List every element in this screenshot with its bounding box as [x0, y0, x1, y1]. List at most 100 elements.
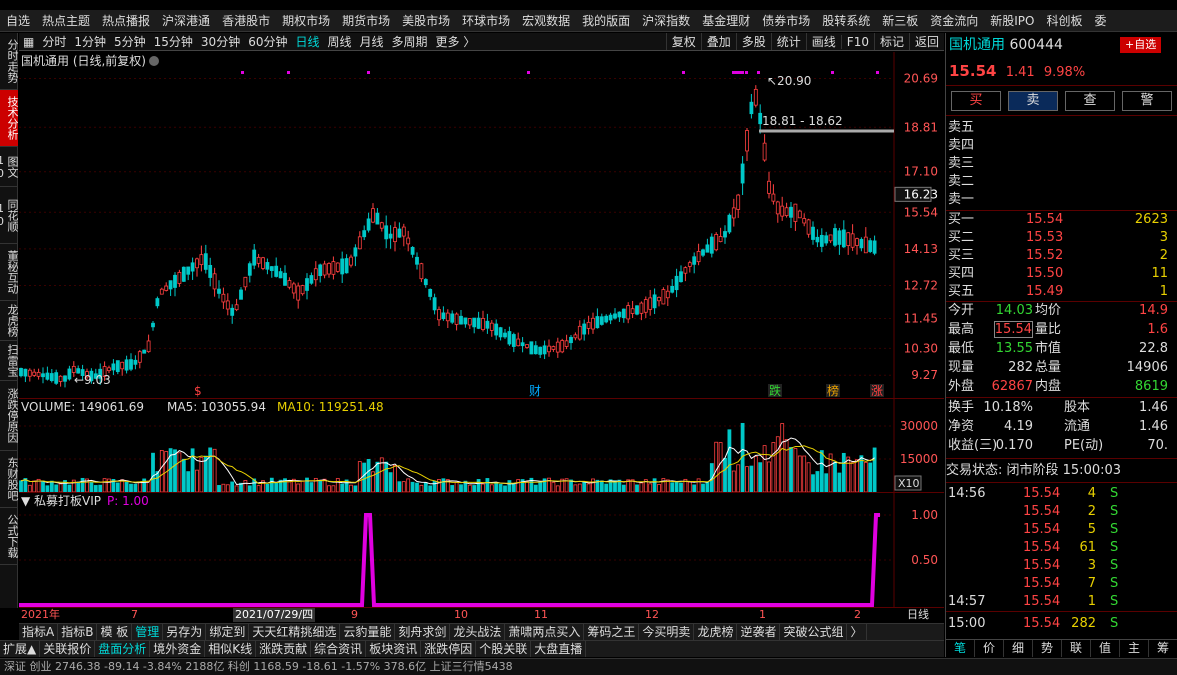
nav-item[interactable]: 我的版面 — [582, 13, 631, 28]
panel-tab[interactable]: 联 — [1062, 640, 1091, 657]
extension-tab[interactable]: 扩展▲ — [0, 641, 41, 657]
query-button[interactable]: 查 — [1065, 91, 1115, 111]
volume-svg[interactable]: 30000 15000 X10 VOLUME: 149061.69 MA5: 10305… — [19, 399, 944, 493]
kline-chart[interactable]: 国机通用 (日线,前复权) 20.69 18.81 17.10 16.23 15.54 14… — [19, 52, 944, 398]
panel-tab[interactable]: 价 — [975, 640, 1004, 657]
alert-button[interactable]: 警 — [1122, 91, 1172, 111]
indicator-tab[interactable]: 绑定到 — [206, 624, 250, 640]
nav-item[interactable]: 自选 — [6, 13, 31, 28]
extension-tab[interactable]: 境外资金 — [150, 641, 206, 657]
nav-item[interactable]: 沪深指数 — [642, 13, 691, 28]
nav-item[interactable]: 新三板 — [882, 13, 919, 28]
extension-tab[interactable]: 涨跌停因 — [421, 641, 477, 657]
toolbar-action-button[interactable]: 叠加 — [700, 33, 736, 50]
nav-item[interactable]: 期权市场 — [282, 13, 331, 28]
panel-tab[interactable]: 细 — [1004, 640, 1033, 657]
left-tab[interactable]: 技术分析 — [0, 90, 19, 147]
nav-item[interactable]: 委 — [1094, 13, 1107, 28]
left-tab[interactable]: 龙虎榜 — [0, 301, 19, 341]
indicator-tab[interactable]: 云豹量能 — [340, 624, 396, 640]
buy-button[interactable]: 买 — [951, 91, 1001, 111]
nav-item[interactable]: 美股市场 — [402, 13, 451, 28]
period-button[interactable]: 1分钟 — [74, 35, 106, 49]
indicator-tab[interactable]: 模 板 — [97, 624, 133, 640]
indicator-tab[interactable]: 〉 — [847, 624, 867, 640]
period-button[interactable]: 分时 — [42, 35, 67, 49]
panel-tab[interactable]: 主 — [1120, 640, 1149, 657]
panel-tab[interactable]: 值 — [1091, 640, 1120, 657]
period-button[interactable]: 日线 — [295, 35, 320, 49]
nav-item[interactable]: 基金理财 — [702, 13, 751, 28]
toolbar-action-button[interactable]: 复权 — [665, 33, 701, 50]
period-button[interactable]: 30分钟 — [200, 35, 241, 49]
left-tab[interactable]: 董秘互动 — [0, 244, 19, 301]
extension-tab[interactable]: 综合资讯 — [311, 641, 367, 657]
panel-tab[interactable]: 筹 — [1149, 640, 1177, 657]
indicator-tab[interactable]: 萧啸两点买入 — [505, 624, 585, 640]
event-marker[interactable]: 财 — [529, 384, 541, 398]
left-tab[interactable]: 扫雷宝 — [0, 341, 19, 381]
period-button[interactable]: 多周期 — [391, 35, 428, 49]
left-tab[interactable]: 东财股吧 — [0, 451, 19, 508]
event-marker[interactable]: 跌 — [769, 383, 781, 398]
nav-item[interactable]: 科创板 — [1046, 13, 1083, 28]
toolbar-action-button[interactable]: 统计 — [770, 33, 806, 50]
indicator-tab[interactable]: 指标B — [58, 624, 98, 640]
indicator-tab[interactable]: 筹码之王 — [584, 624, 640, 640]
indicator-tab[interactable]: 另存为 — [163, 624, 207, 640]
extension-tab[interactable]: 板块资讯 — [366, 641, 422, 657]
indicator-tab[interactable]: 刻舟求剑 — [395, 624, 451, 640]
extension-tab[interactable]: 相似K线 — [205, 641, 257, 657]
panel-tab[interactable]: 势 — [1033, 640, 1062, 657]
toolbar-action-button[interactable]: 多股 — [735, 33, 771, 50]
period-button[interactable]: 15分钟 — [153, 35, 193, 49]
indicator-tab[interactable]: 突破公式组 — [780, 624, 848, 640]
indicator-tab[interactable]: 管理 — [132, 624, 164, 640]
extension-tab[interactable]: 盘面分析 — [95, 641, 151, 657]
extension-tab[interactable]: 大盘直播 — [531, 641, 587, 657]
volume-chart[interactable]: 30000 15000 X10 VOLUME: 149061.69 MA5: 10305… — [19, 398, 944, 493]
left-tab[interactable]: 涨跌停原因 — [0, 381, 19, 451]
extension-tab[interactable]: 个股关联 — [476, 641, 532, 657]
period-button[interactable]: 5分钟 — [114, 35, 146, 49]
indicator-tab[interactable]: 天天红精挑细选 — [249, 624, 341, 640]
nav-item[interactable]: 热点主题 — [42, 13, 91, 28]
left-tab[interactable]: 图文10 — [0, 147, 19, 187]
indicator-tab[interactable]: 龙虎榜 — [694, 624, 738, 640]
left-tab[interactable]: 同花顺10 — [0, 187, 19, 244]
toolbar-action-button[interactable]: 画线 — [805, 33, 841, 50]
nav-item[interactable]: 新股IPO — [990, 13, 1035, 28]
extension-tab[interactable]: 关联报价 — [40, 641, 96, 657]
left-tab[interactable]: 公式下载 — [0, 508, 19, 565]
toolbar-grid-icon[interactable]: ▦ — [23, 34, 35, 49]
nav-item[interactable]: 热点播报 — [102, 13, 151, 28]
event-marker[interactable]: 涨 — [871, 383, 883, 398]
period-button[interactable]: 月线 — [359, 35, 384, 49]
nav-item[interactable]: 沪深港通 — [162, 13, 211, 28]
sell-button[interactable]: 卖 — [1008, 91, 1058, 111]
period-button[interactable]: 更多 〉 — [435, 35, 476, 49]
nav-item[interactable]: 资金流向 — [930, 13, 979, 28]
toolbar-action-button[interactable]: F10 — [840, 34, 874, 49]
indicator-tab[interactable]: 指标A — [19, 624, 59, 640]
toolbar-action-button[interactable]: 标记 — [873, 33, 909, 50]
nav-item[interactable]: 股转系统 — [822, 13, 871, 28]
nav-item[interactable]: 宏观数据 — [522, 13, 571, 28]
period-button[interactable]: 周线 — [327, 35, 352, 49]
nav-item[interactable]: 债券市场 — [762, 13, 811, 28]
chart-options-icon[interactable] — [149, 56, 159, 66]
indicator-tab[interactable]: 今买明卖 — [639, 624, 695, 640]
period-button[interactable]: 60分钟 — [248, 35, 288, 49]
nav-item[interactable]: 香港股市 — [222, 13, 271, 28]
indicator-tab[interactable]: 龙头战法 — [450, 624, 506, 640]
indicator-svg[interactable]: 1.00 0.50 ▼ 私募打板VIP P: 1.00 — [19, 493, 944, 609]
nav-item[interactable]: 期货市场 — [342, 13, 391, 28]
panel-tab[interactable]: 笔 — [946, 640, 975, 657]
nav-item[interactable]: 环球市场 — [462, 13, 511, 28]
extension-tab[interactable]: 涨跌贡献 — [256, 641, 312, 657]
indicator-tab[interactable]: 逆袭者 — [737, 624, 781, 640]
add-watchlist-button[interactable]: +自选 — [1120, 37, 1162, 53]
event-marker[interactable]: 榜 — [827, 383, 839, 398]
indicator-chart[interactable]: 1.00 0.50 ▼ 私募打板VIP P: 1.00 — [19, 492, 944, 609]
left-tab[interactable]: 分时走势 — [0, 33, 19, 90]
